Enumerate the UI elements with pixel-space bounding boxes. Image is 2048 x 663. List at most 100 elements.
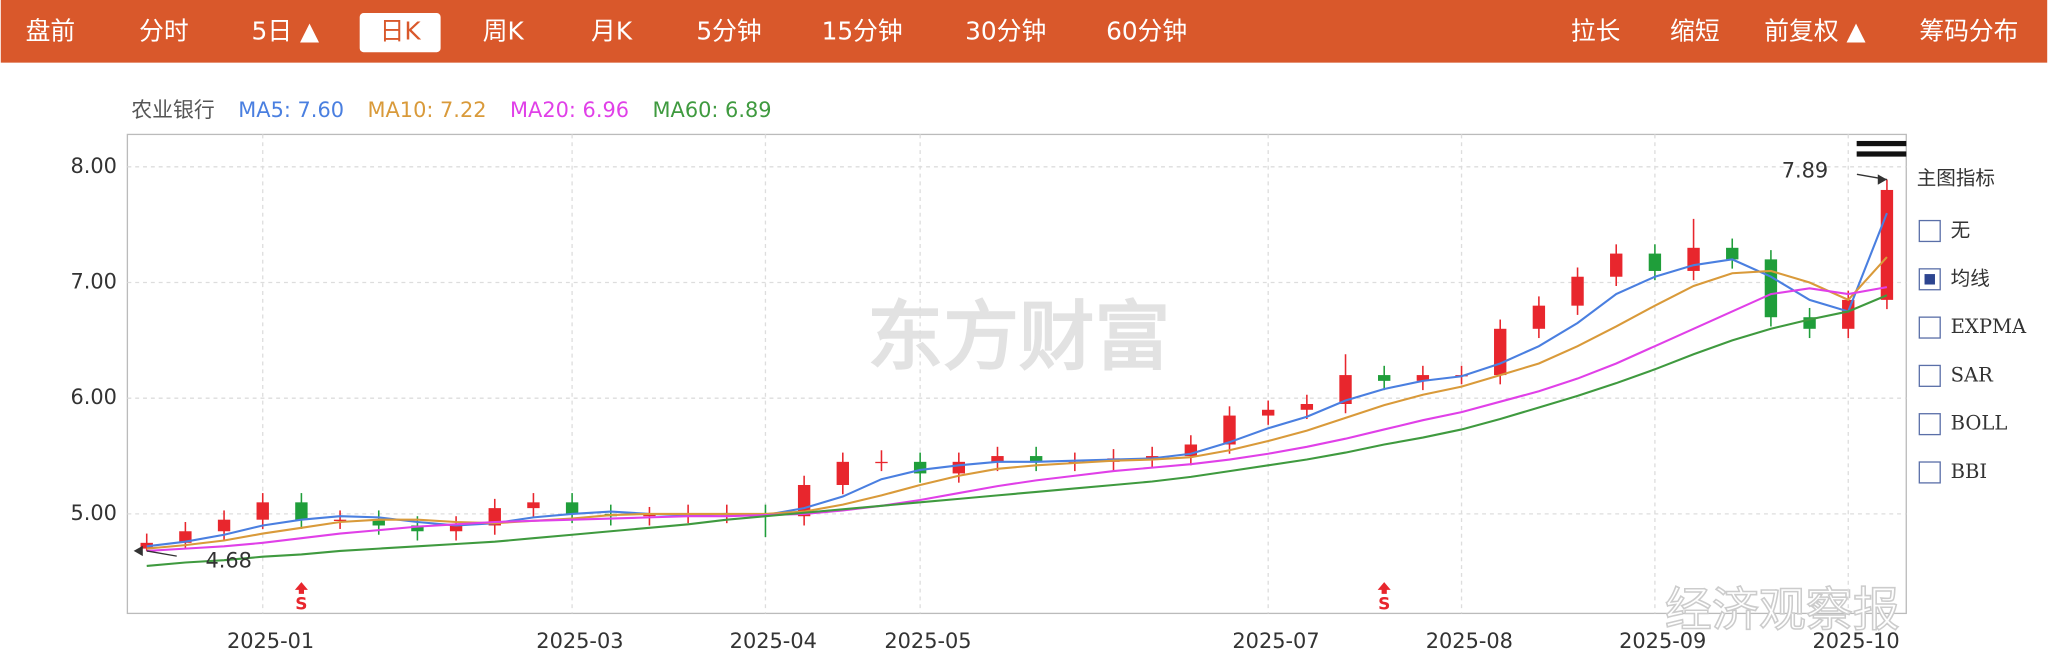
y-tick-label: 8.00 [70,154,116,178]
legend-entry: MA10: 7.22 [368,98,487,122]
signal-label: S [295,593,307,613]
candle-body [1029,456,1043,462]
candle-body [527,502,540,509]
checkbox[interactable] [1918,316,1941,339]
option-label[interactable]: BBI [1951,460,1987,483]
arrow-head [1877,174,1887,185]
candle-body [1494,328,1507,376]
menu-item[interactable]: 月K [591,17,633,46]
candle-body [1726,247,1739,260]
legend-entry: MA5: 7.60 [238,98,344,122]
annotation-arrow [146,550,177,557]
menu-item[interactable]: 15分钟 [822,17,903,46]
candle-body [372,519,385,526]
watermark: 东方财富 [867,293,1170,381]
candle-body [1184,444,1198,457]
toolbar [0,0,2048,63]
checkbox[interactable] [1918,364,1941,387]
x-tick-label: 2025-01 [227,629,314,653]
menu-item[interactable]: 前复权 ▲ [1764,17,1865,46]
ma-line [146,294,1888,568]
candle-body [1416,375,1430,381]
candle-body [1610,253,1623,277]
candle-body [643,513,656,517]
x-tick-label: 2025-04 [730,629,817,653]
y-tick-label: 5.00 [70,501,116,525]
menu-item[interactable]: 周K [483,17,525,46]
annotation-label: 7.89 [1782,159,1828,183]
menu-item[interactable]: 5分钟 [696,17,761,46]
signal-label: S [1378,593,1390,613]
x-tick-label: 2025-10 [1812,629,1899,653]
candle-body [1261,409,1275,416]
option-label[interactable]: BOLL [1951,412,2008,435]
signal-arrow [294,582,308,594]
plot-frame [126,133,1907,615]
watermark: 经济观察报 [1665,583,1900,638]
chart-title: 农业银行 [131,98,215,122]
option-label[interactable]: SAR [1951,363,1995,386]
ma-line [146,256,1888,550]
candle-body [1880,189,1894,300]
candle-body [565,502,579,514]
menu-item[interactable]: 分时 [139,17,189,46]
candle-body [1648,253,1662,271]
active-tab [359,13,441,53]
checkbox[interactable] [1918,219,1941,243]
candle-body [836,461,849,485]
candle-body [875,461,888,464]
candle-body [991,456,1004,462]
candle-body [295,502,308,520]
menu-item[interactable]: 60分钟 [1106,17,1187,46]
candle-body [1145,456,1159,459]
candle-body [179,531,192,543]
candle-body [256,502,269,520]
candle-body [1532,305,1546,329]
menu-item[interactable]: 30分钟 [965,17,1046,46]
candle-body [1764,259,1778,318]
candle-body [1300,403,1314,410]
candle-body [1223,415,1236,445]
candle-body [333,519,347,521]
candle-body [449,525,463,532]
legend-entry: MA20: 6.96 [510,98,629,122]
menu-item[interactable]: 5日 ▲ [252,17,319,46]
menu-item[interactable]: 日K [380,17,422,46]
x-tick-label: 2025-03 [536,629,623,653]
candle-body [952,461,966,474]
candle-body [913,461,927,474]
x-tick-label: 2025-05 [884,629,971,653]
x-tick-label: 2025-07 [1232,629,1319,653]
menu-item[interactable]: 拉长 [1571,17,1621,46]
candle-body [1571,276,1584,306]
candle-body [1378,375,1391,381]
checkbox-mark [1924,274,1935,285]
option-label[interactable]: 均线 [1951,267,1990,290]
ma-line [146,286,1888,552]
checkbox[interactable] [1918,413,1941,436]
menu-item[interactable]: 盘前 [26,17,76,46]
arrow-head [133,545,143,557]
candle-body [217,519,231,532]
checkbox[interactable] [1918,461,1941,484]
option-label[interactable]: 无 [1951,219,1971,242]
menu-item[interactable]: 缩短 [1670,17,1720,46]
candle-body [1842,299,1855,329]
option-label[interactable]: EXPMA [1951,315,2027,338]
y-tick-label: 6.00 [70,385,116,409]
panel-title: 主图指标 [1917,166,1995,189]
candle-body [411,525,424,532]
menu-item[interactable]: 筹码分布 [1919,17,2018,46]
ma-line [146,212,1888,548]
annotation-label: 4.68 [205,548,251,572]
legend-entry: MA60: 6.89 [653,98,772,122]
marker-strip [1856,140,1907,157]
x-tick-label: 2025-08 [1426,629,1513,653]
candle-body [1803,317,1816,329]
candle-body [1339,375,1352,404]
signal-arrow [1377,582,1391,594]
x-tick-label: 2025-09 [1619,629,1706,653]
y-tick-label: 7.00 [70,270,116,294]
